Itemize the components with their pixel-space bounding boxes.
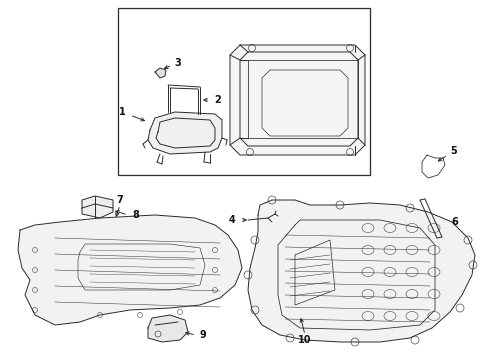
Text: 2: 2 xyxy=(215,95,221,105)
Text: 6: 6 xyxy=(452,217,458,227)
Polygon shape xyxy=(155,68,166,78)
Polygon shape xyxy=(248,200,475,342)
Polygon shape xyxy=(148,315,188,342)
Text: 8: 8 xyxy=(133,210,140,220)
Text: 3: 3 xyxy=(174,58,181,68)
Polygon shape xyxy=(82,196,113,218)
Text: 4: 4 xyxy=(229,215,235,225)
Bar xyxy=(118,8,370,175)
Polygon shape xyxy=(18,215,242,325)
Text: 10: 10 xyxy=(298,335,312,345)
Polygon shape xyxy=(148,112,222,154)
Text: 7: 7 xyxy=(117,195,123,205)
Text: 5: 5 xyxy=(451,146,457,156)
Text: 9: 9 xyxy=(199,330,206,340)
Text: 1: 1 xyxy=(119,107,125,117)
Polygon shape xyxy=(230,45,365,155)
